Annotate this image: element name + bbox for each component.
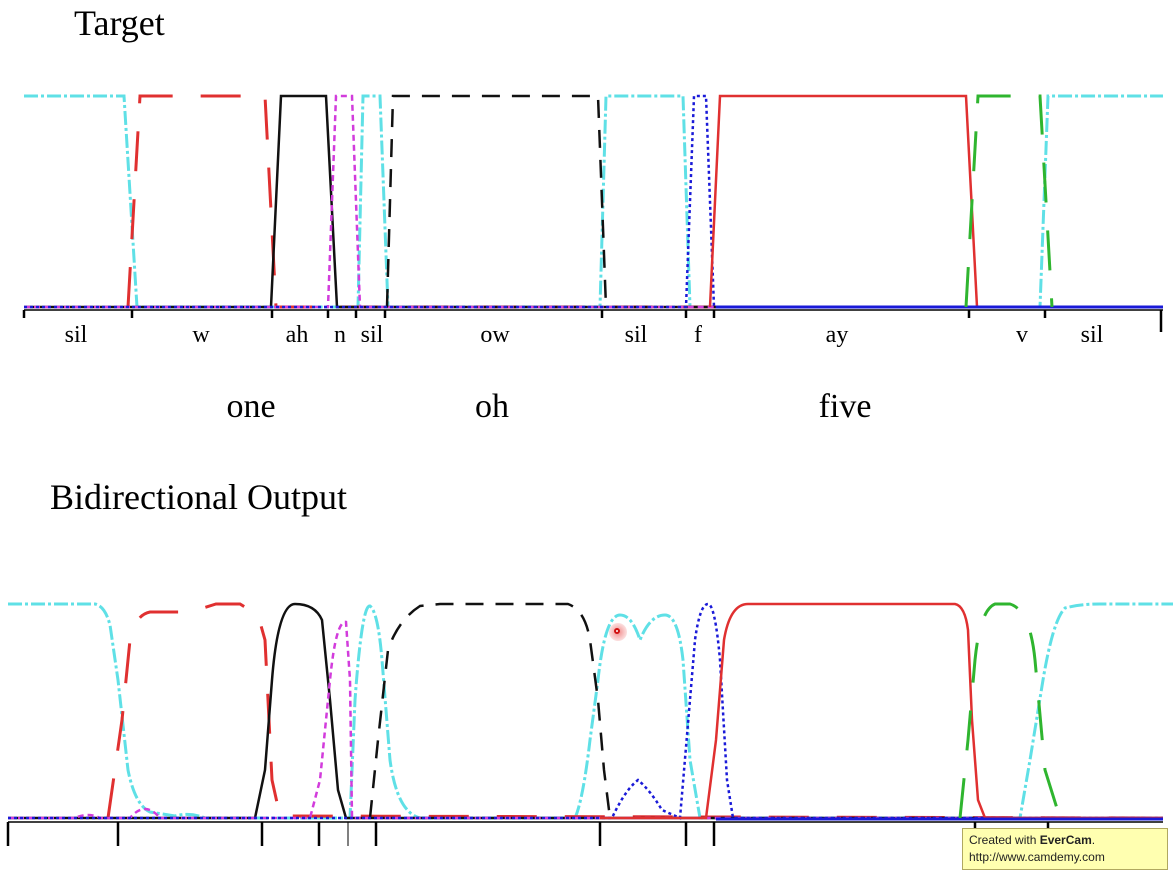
target-trace-sil (24, 94, 1163, 309)
output-title: Bidirectional Output (50, 477, 347, 517)
watermark-suffix: . (1091, 833, 1096, 847)
output-trace-ow (368, 602, 612, 819)
target-trace-v (964, 94, 1054, 308)
output-trace-ay (600, 602, 1163, 820)
target-trace-w (126, 94, 1163, 309)
watermark-url: http://www.camdemy.com (969, 850, 1105, 864)
output-ticks (6, 822, 1050, 846)
target-title: Target (74, 3, 165, 43)
evercam-watermark: Created with EverCam. http://www.camdemy… (962, 828, 1168, 870)
target-trace-ow (385, 94, 608, 308)
phoneme-label-sil-4: sil (1080, 322, 1104, 348)
watermark-brand: EverCam (1039, 833, 1092, 847)
mouse-cursor-indicator (609, 623, 627, 641)
watermark-prefix: Created with (969, 833, 1040, 847)
phoneme-label-f: f (694, 322, 702, 348)
phoneme-label-ay: ay (825, 322, 849, 348)
output-trace-f (8, 602, 1163, 820)
output-trace-sil (8, 602, 1173, 820)
phoneme-label-w: w (192, 322, 210, 348)
output-trace-n (8, 620, 1163, 820)
output-trace-v (958, 602, 1062, 819)
phoneme-label-sil-3: sil (624, 322, 648, 348)
watermark-line-1: Created with EverCam. (969, 832, 1161, 849)
target-trace-n (24, 94, 1163, 309)
target-trace-ay (708, 94, 979, 308)
word-label-oh: oh (475, 388, 509, 425)
phoneme-label-v: v (1016, 322, 1028, 348)
target-trace-ah (24, 94, 1163, 309)
word-label-one: one (226, 388, 276, 425)
phoneme-label-sil-1: sil (64, 322, 88, 348)
target-trace-f (24, 94, 1163, 309)
output-trace-ah (8, 602, 1163, 820)
phoneme-label-n: n (334, 322, 346, 348)
phoneme-label-sil-2: sil (360, 322, 384, 348)
output-plot (6, 602, 1173, 846)
target-plot (22, 94, 1163, 332)
phoneme-label-ow: ow (480, 322, 510, 348)
word-label-five: five (818, 388, 872, 425)
output-trace-w (106, 602, 1164, 820)
target-ticks (22, 310, 1163, 332)
phoneme-label-ah: ah (285, 322, 309, 348)
